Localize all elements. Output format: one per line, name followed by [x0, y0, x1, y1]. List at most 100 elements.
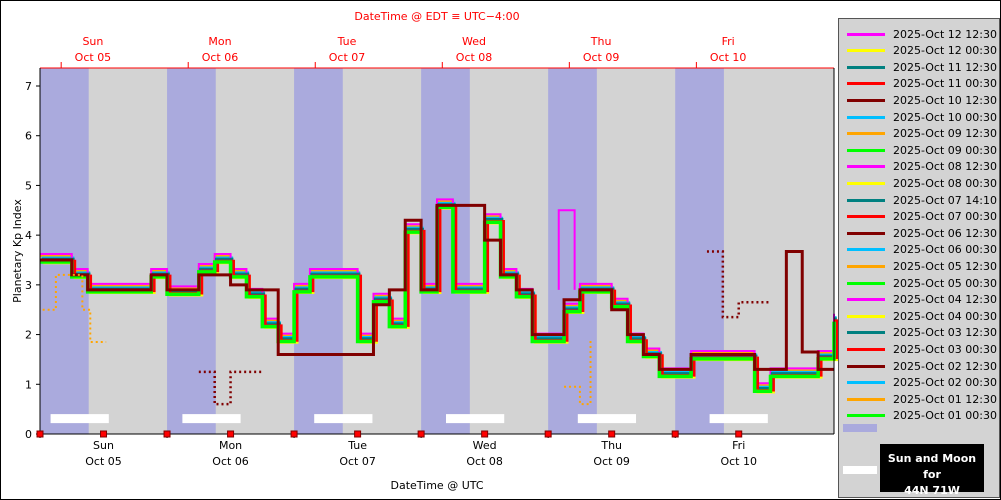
legend-label: 2025-Oct 07 00:30: [893, 210, 997, 224]
legend-label: 2025-Oct 08 12:30: [893, 160, 997, 174]
sun-marker-3-1: [481, 430, 489, 438]
moon-bar-1: [182, 414, 241, 424]
x-day-label-1: Mon: [219, 439, 242, 452]
y-tick-label-4: 4: [25, 229, 32, 242]
legend-item: 2025-Oct 05 00:30: [847, 275, 997, 291]
kp-spike-magenta: [557, 209, 576, 290]
sun-marker-2-0: [290, 430, 298, 438]
legend-item: 2025-Oct 07 00:30: [847, 209, 997, 225]
y-tick-label-1: 1: [25, 378, 32, 391]
night-band-edge: [40, 68, 42, 434]
legend-swatch: [847, 49, 885, 53]
legend-swatch: [847, 65, 885, 69]
legend-swatch: [847, 198, 885, 202]
legend-swatch: [847, 82, 885, 86]
legend-swatch: [847, 298, 885, 302]
top-day-label-1: Mon: [208, 35, 231, 48]
legend-item: 2025-Oct 04 00:30: [847, 308, 997, 324]
top-date-label-2: Oct 07: [329, 51, 366, 64]
top-day-label-5: Fri: [722, 35, 735, 48]
y-tick-label-5: 5: [25, 179, 32, 192]
legend-swatch: [847, 165, 885, 169]
sun-moon-line-2: 44N 71W: [904, 484, 960, 497]
legend-label: 2025-Oct 08 00:30: [893, 176, 997, 190]
sun-marker-2-1: [354, 430, 362, 438]
top-date-label-1: Oct 06: [202, 51, 239, 64]
legend-item: 2025-Oct 08 00:30: [847, 175, 997, 191]
legend-item: 2025-Oct 09 00:30: [847, 142, 997, 158]
y-tick-label-7: 7: [25, 80, 32, 93]
top-day-label-4: Thu: [590, 35, 612, 48]
x-day-label-5: Fri: [732, 439, 745, 452]
legend-label: 2025-Oct 05 12:30: [893, 259, 997, 273]
moon-bar-2: [314, 414, 373, 424]
legend-label: 2025-Oct 11 00:30: [893, 77, 997, 91]
legend-item: 2025-Oct 10 00:30: [847, 109, 997, 125]
legend-swatch: [847, 347, 885, 351]
legend-sun-swatch: [843, 424, 877, 432]
legend-swatch: [847, 381, 885, 385]
legend-item: 2025-Oct 11 12:30: [847, 59, 997, 75]
x-date-label-0: Oct 05: [85, 455, 122, 468]
legend-label: 2025-Oct 04 00:30: [893, 309, 997, 323]
sun-marker-0-0: [36, 430, 44, 438]
legend-item: 2025-Oct 05 12:30: [847, 258, 997, 274]
y-tick-label-6: 6: [25, 130, 32, 143]
legend-label: 2025-Oct 09 00:30: [893, 143, 997, 157]
night-band-0: [40, 68, 89, 434]
legend-item: 2025-Oct 03 00:30: [847, 341, 997, 357]
sun-marker-0-1: [100, 430, 108, 438]
legend-label: 2025-Oct 12 12:30: [893, 27, 997, 41]
legend-item: 2025-Oct 11 00:30: [847, 76, 997, 92]
legend-item: 2025-Oct 10 12:30: [847, 92, 997, 108]
x-date-label-4: Oct 09: [593, 455, 630, 468]
moon-bar-5: [709, 414, 768, 424]
x-day-label-4: Thu: [600, 439, 622, 452]
legend-label: 2025-Oct 03 12:30: [893, 326, 997, 340]
legend-label: 2025-Oct 01 00:30: [893, 409, 997, 423]
legend-swatch: [847, 281, 885, 285]
night-band-1: [167, 68, 216, 434]
legend-item: 2025-Oct 02 12:30: [847, 358, 997, 374]
legend-label: 2025-Oct 04 12:30: [893, 293, 997, 307]
legend-swatch: [847, 314, 885, 318]
legend-swatch: [847, 148, 885, 152]
legend-label: 2025-Oct 11 12:30: [893, 60, 997, 74]
night-band-4: [548, 68, 597, 434]
legend-item: 2025-Oct 08 12:30: [847, 159, 997, 175]
legend-swatch: [847, 414, 885, 418]
legend-swatch: [847, 115, 885, 119]
legend-item: 2025-Oct 12 00:30: [847, 43, 997, 59]
kp-forecast-dotted-1: [198, 370, 263, 406]
legend-label: 2025-Oct 02 00:30: [893, 376, 997, 390]
night-band-3: [421, 68, 470, 434]
legend-label: 2025-Oct 09 12:30: [893, 127, 997, 141]
legend: 2025-Oct 12 12:30 2025-Oct 12 00:30 2025-O…: [838, 18, 1000, 498]
kp-trace-maroon: [40, 203, 834, 371]
legend-label: 2025-Oct 12 00:30: [893, 44, 997, 58]
kp-trace-6: [40, 205, 836, 393]
legend-swatch: [847, 331, 885, 335]
legend-moon-swatch: [843, 466, 877, 474]
top-day-label-0: Sun: [82, 35, 103, 48]
top-title: DateTime @ EDT ≡ UTC−4:00: [354, 10, 519, 23]
y-tick-label-0: 0: [25, 428, 32, 441]
legend-item: 2025-Oct 01 12:30: [847, 391, 997, 407]
legend-swatch: [847, 364, 885, 368]
legend-swatch: [847, 397, 885, 401]
sun-marker-4-0: [544, 430, 552, 438]
night-band-2: [294, 68, 343, 434]
legend-label: 2025-Oct 02 12:30: [893, 359, 997, 373]
legend-swatch: [847, 248, 885, 252]
y-axis-title: Planetary Kp Index: [11, 199, 24, 303]
sun-marker-1-0: [163, 430, 171, 438]
legend-label: 2025-Oct 06 00:30: [893, 243, 997, 257]
x-day-label-0: Sun: [93, 439, 114, 452]
legend-swatch: [847, 231, 885, 235]
legend-item: 2025-Oct 12 12:30: [847, 26, 997, 42]
sun-moon-line-1: Sun and Moon for: [887, 452, 977, 481]
x-date-label-3: Oct 08: [466, 455, 503, 468]
kp-forecast-orange-2: [564, 339, 592, 406]
legend-item: 2025-Oct 06 12:30: [847, 225, 997, 241]
